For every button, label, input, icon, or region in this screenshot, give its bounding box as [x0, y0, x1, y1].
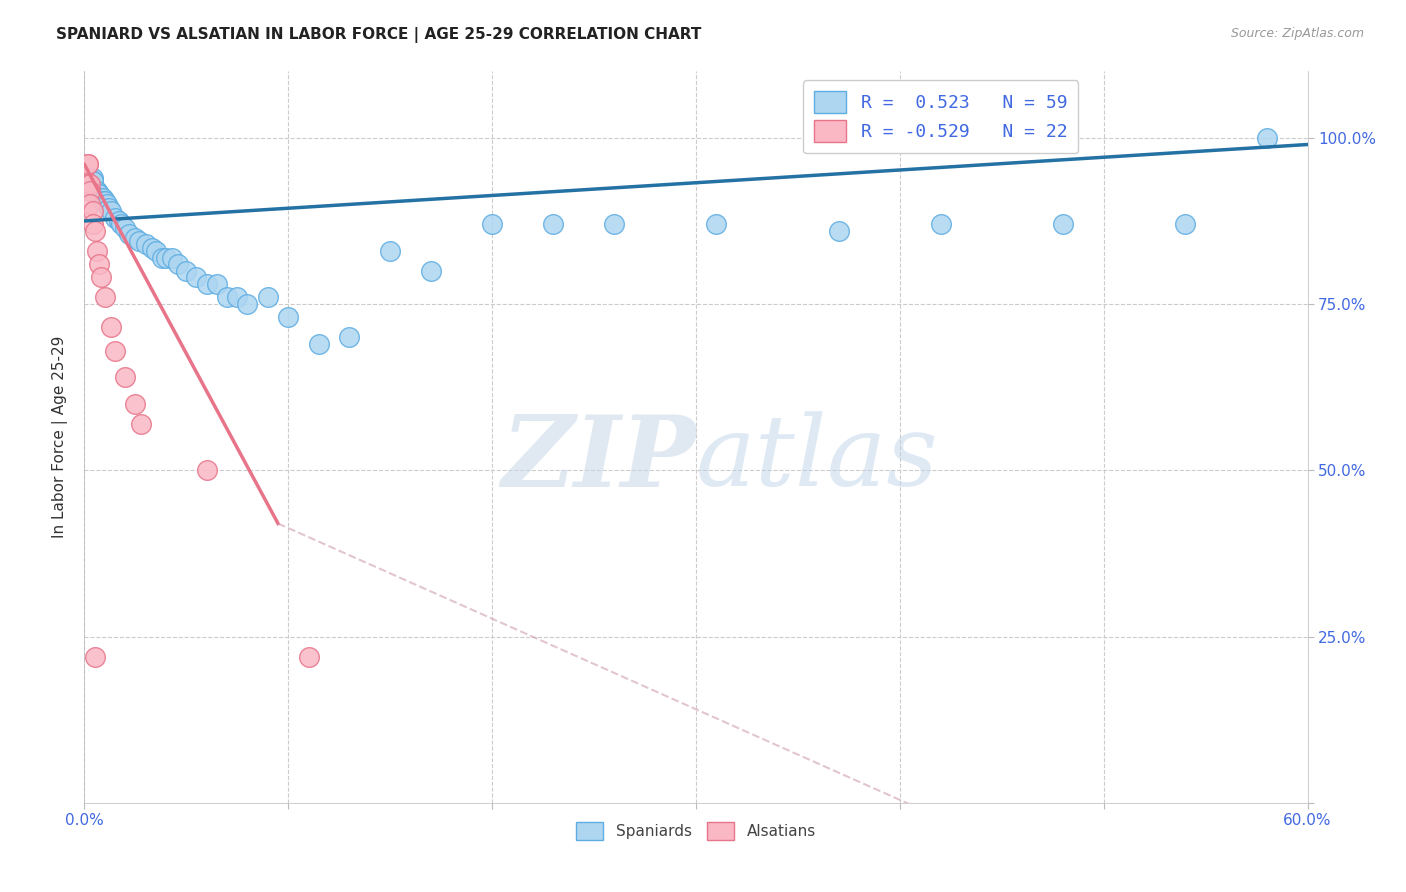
Point [90, 191, 112, 205]
Point [308, 337, 330, 351]
Point [77, 157, 100, 171]
Point [79, 184, 101, 198]
Point [150, 251, 173, 265]
Point [104, 343, 127, 358]
Point [79, 178, 101, 192]
Point [929, 217, 952, 231]
Point [141, 241, 163, 255]
Point [195, 463, 218, 477]
Point [298, 649, 321, 664]
Point [1256, 131, 1278, 145]
Text: atlas: atlas [696, 411, 939, 507]
Point [87, 257, 110, 271]
Point [97, 201, 120, 215]
Point [90, 270, 112, 285]
Text: Source: ZipAtlas.com: Source: ZipAtlas.com [1230, 27, 1364, 40]
Point [77, 174, 100, 188]
Point [114, 370, 136, 384]
Point [124, 397, 146, 411]
Point [93, 290, 115, 304]
Point [118, 227, 141, 242]
Point [481, 217, 503, 231]
Point [160, 251, 183, 265]
Legend: Spaniards, Alsatians: Spaniards, Alsatians [569, 815, 823, 847]
Point [82, 170, 104, 185]
Point [83, 224, 105, 238]
Point [110, 217, 132, 231]
Point [86, 244, 108, 258]
Point [93, 194, 115, 208]
Point [380, 244, 402, 258]
Point [82, 174, 104, 188]
Point [104, 211, 127, 225]
Point [828, 224, 851, 238]
Point [90, 191, 112, 205]
Point [87, 187, 110, 202]
Text: ZIP: ZIP [501, 411, 696, 508]
Point [277, 310, 299, 325]
Point [82, 217, 104, 231]
Point [83, 184, 105, 198]
Y-axis label: In Labor Force | Age 25-29: In Labor Force | Age 25-29 [52, 336, 67, 538]
Text: SPANIARD VS ALSATIAN IN LABOR FORCE | AGE 25-29 CORRELATION CHART: SPANIARD VS ALSATIAN IN LABOR FORCE | AG… [56, 27, 702, 43]
Point [1174, 217, 1197, 231]
Point [79, 197, 101, 211]
Point [195, 277, 218, 292]
Point [87, 187, 110, 202]
Point [114, 220, 136, 235]
Point [86, 184, 108, 198]
Point [79, 170, 101, 185]
Point [86, 184, 108, 198]
Point [339, 330, 361, 344]
Point [82, 204, 104, 219]
Point [145, 244, 167, 258]
Point [79, 174, 101, 188]
Point [603, 217, 626, 231]
Point [226, 290, 249, 304]
Point [174, 264, 197, 278]
Point [257, 290, 280, 304]
Point [83, 184, 105, 198]
Point [217, 290, 239, 304]
Point [100, 204, 122, 219]
Point [91, 191, 114, 205]
Point [131, 417, 153, 431]
Point [79, 174, 101, 188]
Point [108, 214, 131, 228]
Point [100, 320, 122, 334]
Point [706, 217, 728, 231]
Point [75, 174, 97, 188]
Point [155, 251, 177, 265]
Point [75, 174, 97, 188]
Point [236, 297, 259, 311]
Point [1052, 217, 1074, 231]
Point [77, 174, 100, 188]
Point [205, 277, 228, 292]
Point [91, 194, 114, 208]
Point [167, 257, 190, 271]
Point [420, 264, 443, 278]
Point [83, 649, 105, 664]
Point [82, 174, 104, 188]
Point [77, 178, 100, 192]
Point [128, 234, 150, 248]
Point [186, 270, 208, 285]
Point [96, 197, 118, 211]
Point [124, 230, 146, 244]
Point [135, 237, 157, 252]
Point [543, 217, 565, 231]
Point [77, 157, 100, 171]
